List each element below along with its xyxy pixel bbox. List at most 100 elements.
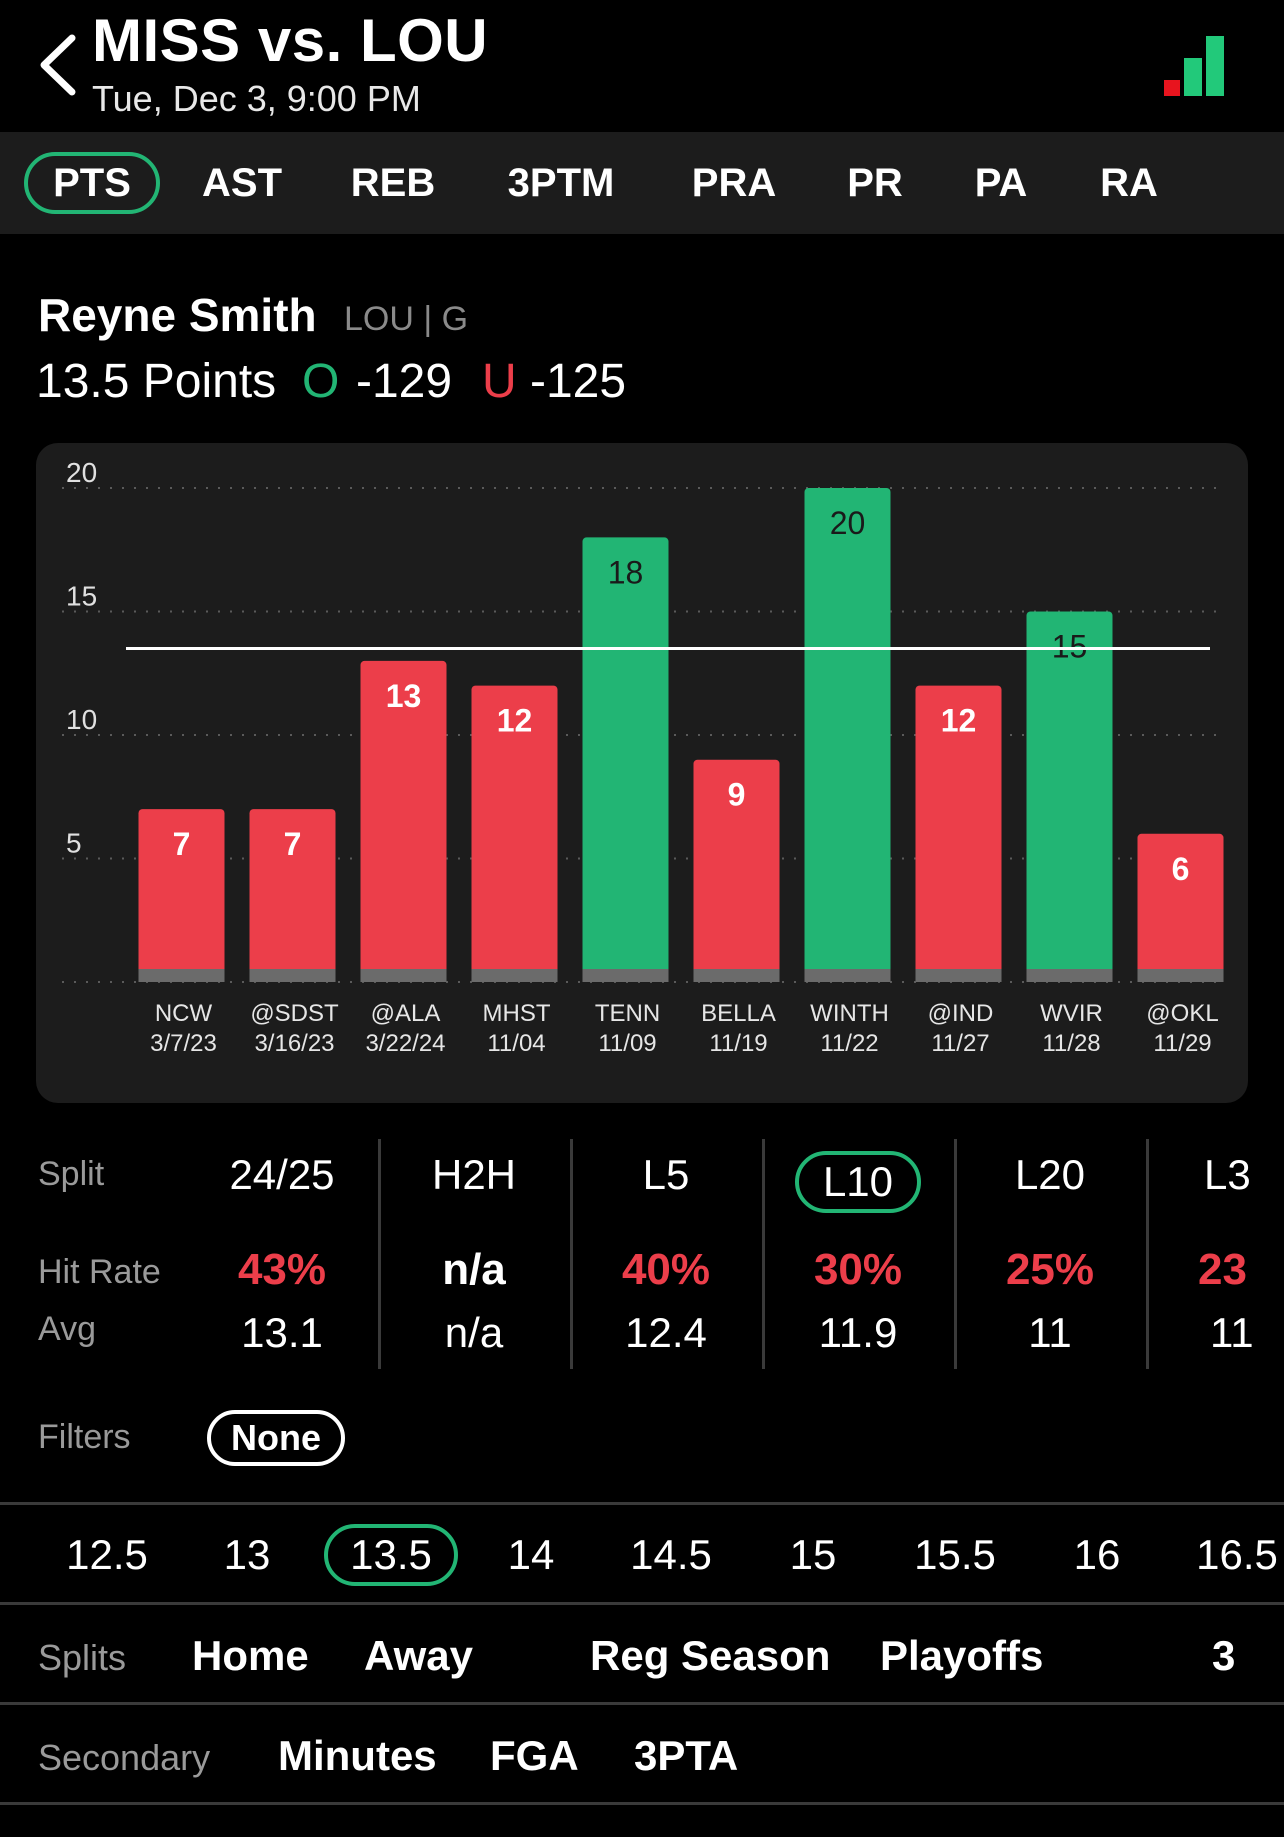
split-avg: 13.1 — [241, 1309, 323, 1356]
line-option[interactable]: 14 — [507, 1531, 555, 1578]
split-avg: 11 — [1210, 1309, 1254, 1356]
divider — [762, 1139, 765, 1369]
x-date-label: 11/19 — [709, 1030, 767, 1057]
bar — [693, 759, 780, 982]
bar-base — [138, 969, 225, 982]
split-col-label: L20 — [1014, 1151, 1086, 1198]
game-log-chart: 5 10 15 20 7 NCW 3/7/23 7 @SDST 3/16/23 13 @ALA 3/22… — [36, 443, 1248, 1103]
divider — [1146, 1139, 1149, 1369]
secondary-fga-button[interactable]: FGA — [490, 1732, 579, 1779]
divider — [0, 1602, 1284, 1605]
split-active-pill: L10 — [794, 1151, 922, 1213]
split-col-l5[interactable]: L5 40% 12.4 — [570, 1135, 762, 1370]
bar-base — [804, 969, 891, 982]
filter-none-button[interactable]: None — [207, 1410, 345, 1466]
split-avg: 12.4 — [625, 1309, 707, 1356]
tab-pa[interactable]: PA — [974, 161, 1028, 205]
bar — [915, 685, 1002, 982]
bar-base — [249, 969, 336, 982]
line-option[interactable]: 16 — [1073, 1531, 1121, 1578]
bar-value-label: 20 — [830, 505, 866, 541]
line-option[interactable]: 12.5 — [66, 1531, 148, 1578]
tab-pr[interactable]: PR — [847, 161, 903, 205]
filters-label: Filters — [38, 1418, 131, 1456]
split-col-l20[interactable]: L20 25% 11 — [954, 1135, 1146, 1370]
line-option[interactable]: 15 — [789, 1531, 837, 1578]
over-label: O — [302, 355, 340, 408]
x-date-label: 3/22/24 — [365, 1030, 445, 1057]
x-date-label: 3/16/23 — [254, 1030, 334, 1057]
player-team-position: LOU | G — [344, 300, 469, 338]
split-playoffs-button[interactable]: Playoffs — [880, 1632, 1044, 1679]
secondary-minutes-button[interactable]: Minutes — [278, 1732, 437, 1779]
bar-value-label: 7 — [284, 826, 302, 862]
x-category-label: WVIR — [1040, 1000, 1103, 1027]
bar-value-label: 7 — [173, 826, 191, 862]
x-category-label: MHST — [483, 1000, 551, 1027]
bar-base — [471, 969, 558, 982]
bar-value-label: 12 — [497, 703, 533, 739]
split-reg-season-button[interactable]: Reg Season — [590, 1632, 831, 1679]
bar-value-label: 15 — [1052, 629, 1088, 665]
bar — [471, 685, 558, 982]
split-home-button[interactable]: Home — [192, 1632, 309, 1679]
over-odds[interactable]: -129 — [356, 355, 453, 408]
divider — [0, 1802, 1284, 1805]
split-avg: 11 — [1028, 1309, 1072, 1356]
split-header-label: Split — [38, 1155, 105, 1193]
line-option[interactable]: 16.5 — [1196, 1531, 1278, 1578]
y-tick-label: 10 — [66, 704, 97, 735]
x-date-label: 11/09 — [598, 1030, 656, 1057]
splits-table: Split Hit Rate Avg 24/25 43% 13.1 H2H n/… — [0, 1135, 1284, 1370]
x-category-label: NCW — [155, 1000, 213, 1027]
back-chevron-icon[interactable] — [36, 30, 86, 100]
hit-rate-label: Hit Rate — [38, 1253, 161, 1291]
divider — [0, 1702, 1284, 1705]
tab-3ptm[interactable]: 3PTM — [507, 161, 615, 205]
split-col-label: L5 — [642, 1151, 690, 1198]
split-col-label: H2H — [431, 1151, 517, 1198]
split-avg: n/a — [444, 1309, 504, 1356]
split-away-button[interactable]: Away — [364, 1632, 473, 1679]
bar-value-label: 13 — [386, 678, 422, 714]
x-date-label: 11/28 — [1042, 1030, 1100, 1057]
x-category-label: BELLA — [701, 1000, 776, 1027]
header: MISS vs. LOU Tue, Dec 3, 9:00 PM — [0, 0, 1284, 132]
bar — [804, 488, 891, 982]
split-more-button[interactable]: 3 — [1212, 1632, 1236, 1679]
bar-base — [1137, 969, 1224, 982]
tab-pra[interactable]: PRA — [691, 161, 777, 205]
split-hit-rate: 25% — [1005, 1245, 1095, 1294]
bar-value-label: 6 — [1172, 851, 1190, 887]
bar — [360, 660, 447, 982]
player-name: Reyne Smith — [38, 289, 317, 341]
line-option-selected[interactable]: 13.5 — [324, 1524, 458, 1586]
split-col-l10[interactable]: L10 30% 11.9 — [762, 1135, 954, 1370]
game-title: MISS vs. LOU — [92, 7, 489, 74]
line-option[interactable]: 14.5 — [630, 1531, 712, 1578]
tab-pts[interactable]: PTS — [24, 152, 160, 214]
x-date-label: 11/04 — [487, 1030, 545, 1057]
signal-bars-icon[interactable] — [1162, 36, 1226, 96]
split-col-season[interactable]: 24/25 43% 13.1 — [186, 1135, 378, 1370]
divider — [954, 1139, 957, 1369]
tab-ast[interactable]: AST — [202, 161, 282, 205]
secondary-3pta-button[interactable]: 3PTA — [634, 1732, 739, 1779]
x-category-label: @ALA — [371, 1000, 441, 1027]
bar-base — [915, 969, 1002, 982]
tab-reb[interactable]: REB — [350, 161, 436, 205]
x-category-label: TENN — [595, 1000, 660, 1027]
x-category-label: @IND — [928, 1000, 994, 1027]
split-col-l30[interactable]: L3 23 11 — [1146, 1135, 1284, 1370]
bar — [138, 809, 225, 982]
split-col-h2h[interactable]: H2H n/a n/a — [378, 1135, 570, 1370]
under-odds[interactable]: -125 — [530, 355, 627, 408]
line-option[interactable]: 15.5 — [914, 1531, 996, 1578]
divider — [378, 1139, 381, 1369]
tab-ra[interactable]: RA — [1100, 161, 1158, 205]
under-label: U — [482, 355, 517, 408]
split-col-label-active: L10 — [762, 1151, 954, 1213]
split-hit-rate: 30% — [813, 1245, 903, 1294]
bar-value-label: 9 — [728, 777, 746, 813]
line-option[interactable]: 13 — [223, 1531, 271, 1578]
